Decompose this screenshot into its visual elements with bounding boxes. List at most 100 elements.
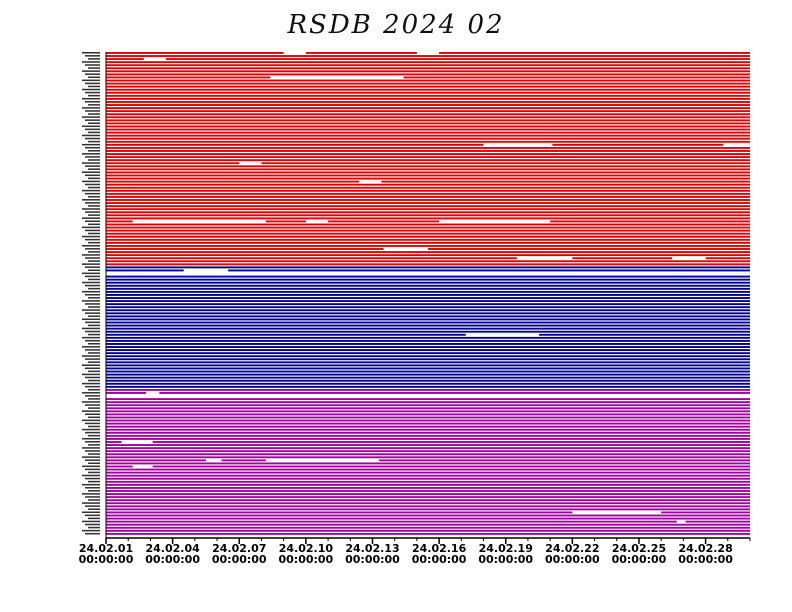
row-label-mark (82, 401, 100, 403)
row-bar (106, 199, 750, 201)
row-label-mark (85, 459, 100, 461)
row-bar (106, 508, 750, 511)
row-bar (106, 523, 750, 526)
row-bar (106, 517, 750, 520)
row-bar (106, 444, 750, 447)
row-bar (106, 434, 750, 437)
row-bar (106, 413, 750, 416)
row-bar (106, 125, 750, 128)
row-label-mark (85, 367, 100, 370)
row-bar (106, 401, 750, 404)
row-bar (106, 97, 750, 100)
row-bar (106, 220, 750, 223)
row-bar (106, 392, 750, 394)
row-bar (106, 238, 750, 241)
row-bar (106, 493, 750, 496)
x-tick-date: 24.02.16 (412, 542, 467, 555)
row-bar (106, 226, 750, 229)
row-label-mark (82, 511, 100, 514)
row-bar (106, 235, 750, 238)
gap-segment (516, 257, 573, 260)
row-bar (106, 294, 750, 296)
gap-segment (676, 520, 686, 524)
row-label-mark (85, 73, 100, 75)
row-bar (106, 532, 750, 535)
row-label-mark (82, 97, 100, 100)
row-label-mark (88, 104, 100, 106)
row-bar (106, 254, 750, 257)
row-bar (106, 131, 750, 134)
row-label-mark (82, 272, 100, 275)
row-label-mark (85, 450, 100, 452)
row-label-mark (85, 431, 100, 434)
row-label-mark (88, 379, 100, 382)
x-tick-date: 24.02.07 (212, 542, 266, 555)
row-label-mark (85, 523, 100, 526)
row-label-mark (82, 493, 100, 495)
x-tick-time: 00:00:00 (212, 553, 267, 566)
row-bar (106, 202, 750, 205)
row-bar (106, 217, 750, 220)
row-bar (106, 101, 750, 103)
row-label-mark (85, 55, 100, 57)
row-bar (106, 195, 750, 198)
row-label-mark (88, 517, 100, 520)
gap-segment (205, 459, 222, 462)
row-label-mark (85, 413, 100, 415)
row-label-mark (85, 91, 100, 94)
row-bar (106, 208, 750, 211)
row-label-mark (88, 370, 100, 373)
row-label-mark (85, 220, 100, 223)
row-bar (106, 116, 750, 119)
row-bar (106, 171, 750, 174)
x-tick-time: 00:00:00 (412, 553, 467, 566)
row-label-mark (85, 257, 100, 259)
row-label-mark (85, 165, 100, 167)
row-label-mark (82, 465, 100, 468)
row-bar (106, 453, 750, 456)
row-label-mark (82, 529, 100, 532)
row-bar (106, 370, 750, 373)
row-label-mark (88, 113, 100, 115)
row-bar (106, 76, 750, 79)
row-label-mark (85, 349, 100, 351)
row-label-mark (88, 177, 100, 180)
row-bar (106, 333, 750, 336)
row-label-mark (82, 456, 100, 458)
row-bar (106, 496, 750, 499)
row-label-mark (88, 407, 100, 409)
row-label-mark (82, 254, 100, 256)
row-bar (106, 128, 750, 131)
row-bar (106, 82, 750, 85)
row-label-mark (88, 462, 100, 465)
row-label-mark (82, 428, 100, 431)
row-label-mark (88, 287, 100, 290)
row-label-mark (82, 290, 100, 293)
row-bar (106, 287, 750, 290)
gap-segment (239, 162, 262, 165)
gap-segment (416, 51, 440, 55)
row-bar (106, 223, 750, 226)
row-label-mark (82, 474, 100, 477)
row-label-mark (85, 192, 100, 195)
row-bar (106, 379, 750, 382)
row-label-mark (85, 422, 100, 425)
row-label-mark (88, 58, 100, 60)
row-label-mark (88, 85, 100, 88)
row-label-mark (88, 453, 100, 455)
x-tick-time: 00:00:00 (145, 553, 200, 566)
row-label-mark (85, 303, 100, 305)
row-bar (106, 73, 750, 76)
row-bar (106, 505, 750, 508)
row-label-mark (82, 309, 100, 311)
row-label-mark (82, 226, 100, 229)
row-label-mark (82, 116, 100, 118)
x-tick-time: 00:00:00 (478, 553, 533, 566)
row-label-mark (88, 471, 100, 474)
row-label-mark (88, 251, 100, 253)
gap-segment (672, 257, 706, 260)
row-bar (106, 511, 750, 514)
row-bar (106, 358, 750, 361)
timeline-gaps (106, 51, 750, 524)
row-label-mark (88, 508, 100, 510)
